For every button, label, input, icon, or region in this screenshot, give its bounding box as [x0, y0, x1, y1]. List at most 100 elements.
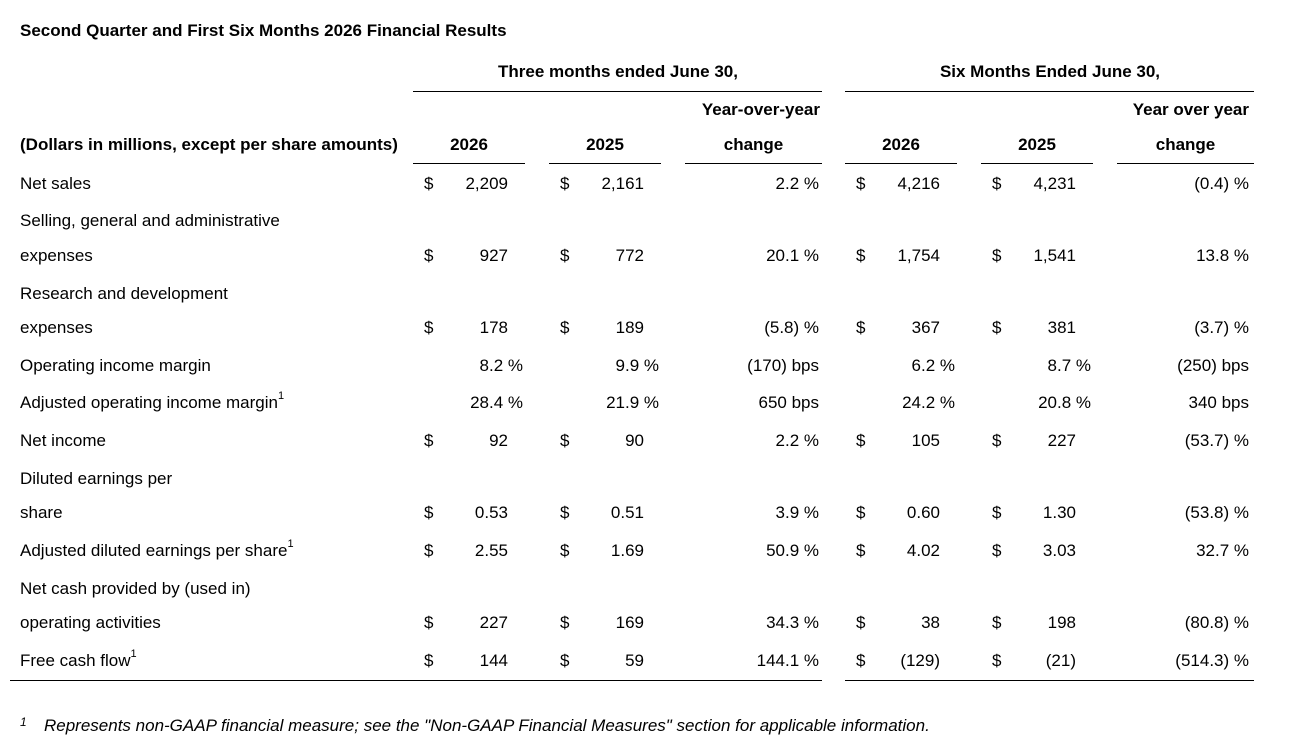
row-label-text: Diluted earnings per	[20, 469, 173, 488]
cell-s-chg: (80.8) %	[1184, 613, 1249, 632]
cell-q25: 169	[615, 613, 644, 632]
cell-s25: 20.8 %	[1038, 393, 1091, 412]
cell-s26: 4,216	[897, 174, 940, 193]
cell-s25-sign: $	[992, 318, 1002, 337]
row-label-continued: operating activities	[20, 613, 161, 632]
cell-s26-sign: $	[856, 246, 866, 265]
row-label-text: Net sales	[20, 174, 91, 193]
cell-s26: 6.2 %	[911, 356, 955, 375]
cell-s-chg: (250) bps	[1177, 356, 1249, 375]
table-bottom-rule-left	[10, 680, 822, 681]
cell-q25-sign: $	[560, 651, 570, 670]
row-label: Net income	[20, 431, 106, 451]
cell-s26-sign: $	[856, 651, 866, 670]
cell-q-chg: 20.1 %	[766, 246, 819, 265]
row-label-text: Free cash flow	[20, 651, 131, 670]
cell-q26-sign: $	[424, 651, 434, 670]
page-title: Second Quarter and First Six Months 2026…	[20, 21, 507, 40]
cell-q26: 28.4 %	[470, 393, 523, 412]
header-q-change-line1: Year-over-year	[701, 100, 820, 119]
header-row-label: (Dollars in millions, except per share a…	[20, 135, 398, 154]
cell-q26: 2,209	[465, 174, 508, 193]
footnote-marker: 1	[20, 715, 27, 729]
footnote-ref: 1	[287, 538, 294, 551]
cell-s26: (129)	[900, 651, 940, 670]
col-rule-s-2026	[845, 163, 957, 164]
row-label-text: Adjusted operating income margin	[20, 393, 278, 412]
cell-s26-sign: $	[856, 503, 866, 522]
cell-q26-sign: $	[424, 541, 434, 560]
row-label-text: Net cash provided by (used in)	[20, 579, 251, 598]
cell-q-chg: 2.2 %	[775, 174, 819, 193]
row-label-text: Selling, general and administrative	[20, 211, 280, 230]
cell-q25: 21.9 %	[606, 393, 659, 412]
cell-s-chg: 340 bps	[1188, 393, 1250, 412]
header-three-months: Three months ended June 30,	[498, 62, 738, 81]
cell-s25: 8.7 %	[1047, 356, 1091, 375]
cell-q25: 772	[615, 246, 644, 265]
cell-s25-sign: $	[992, 246, 1002, 265]
cell-s-chg: (53.7) %	[1184, 431, 1249, 450]
cell-q25: 1.69	[610, 541, 644, 560]
row-label: Adjusted diluted earnings per share1	[20, 538, 294, 561]
cell-q-chg: (170) bps	[747, 356, 819, 375]
row-label: Selling, general and administrative	[20, 211, 280, 231]
cell-q-chg: 3.9 %	[775, 503, 819, 522]
cell-q26: 227	[479, 613, 508, 632]
row-label: Research and development	[20, 284, 228, 304]
row-label: Diluted earnings per	[20, 469, 172, 489]
cell-q26: 0.53	[474, 503, 508, 522]
cell-s26-sign: $	[856, 613, 866, 632]
cell-q-chg: 50.9 %	[766, 541, 819, 560]
cell-s25-sign: $	[992, 431, 1002, 450]
row-label: Net sales	[20, 174, 91, 194]
cell-q26: 8.2 %	[479, 356, 523, 375]
cell-s26: 367	[911, 318, 940, 337]
cell-s26: 105	[911, 431, 940, 450]
cell-q25: 0.51	[610, 503, 644, 522]
header-s-2026: 2026	[882, 135, 920, 154]
cell-s-chg: 32.7 %	[1196, 541, 1249, 560]
cell-s26-sign: $	[856, 318, 866, 337]
row-label-text: Operating income margin	[20, 356, 211, 375]
row-label-continued: expenses	[20, 246, 93, 265]
row-label-continued: share	[20, 503, 63, 522]
cell-s26: 24.2 %	[902, 393, 955, 412]
cell-q-chg: 144.1 %	[756, 651, 819, 670]
cell-s26-sign: $	[856, 174, 866, 193]
cell-s25: 198	[1047, 613, 1076, 632]
header-q-change-line2: change	[723, 135, 784, 154]
header-six-months-rule	[845, 91, 1254, 92]
cell-s26: 0.60	[906, 503, 940, 522]
cell-s25-sign: $	[992, 174, 1002, 193]
row-label-text: Net income	[20, 431, 106, 450]
cell-s-chg: 13.8 %	[1196, 246, 1249, 265]
cell-q26: 144	[479, 651, 508, 670]
cell-q25: 59	[625, 651, 644, 670]
cell-s26-sign: $	[856, 541, 866, 560]
cell-s-chg: (53.8) %	[1184, 503, 1249, 522]
table-bottom-rule-right	[845, 680, 1254, 681]
col-rule-s-2025	[981, 163, 1093, 164]
cell-s26-sign: $	[856, 431, 866, 450]
cell-q25-sign: $	[560, 431, 570, 450]
cell-q26-sign: $	[424, 246, 434, 265]
cell-q26: 92	[489, 431, 508, 450]
cell-s-chg: (0.4) %	[1194, 174, 1249, 193]
cell-s25: 381	[1047, 318, 1076, 337]
cell-s26: 38	[921, 613, 940, 632]
cell-s25-sign: $	[992, 651, 1002, 670]
cell-q-chg: 34.3 %	[766, 613, 819, 632]
cell-q25: 2,161	[601, 174, 644, 193]
row-label: Operating income margin	[20, 356, 211, 376]
footnote-ref: 1	[277, 390, 285, 403]
row-label-text: Research and development	[20, 284, 228, 303]
col-rule-q-change	[685, 163, 822, 164]
cell-q26-sign: $	[424, 613, 434, 632]
cell-q-chg: 650 bps	[758, 393, 820, 412]
cell-q25: 90	[625, 431, 644, 450]
cell-s25: 3.03	[1042, 541, 1076, 560]
cell-s-chg: (3.7) %	[1194, 318, 1249, 337]
header-s-change-line2: change	[1155, 135, 1216, 154]
cell-s26: 1,754	[897, 246, 940, 265]
